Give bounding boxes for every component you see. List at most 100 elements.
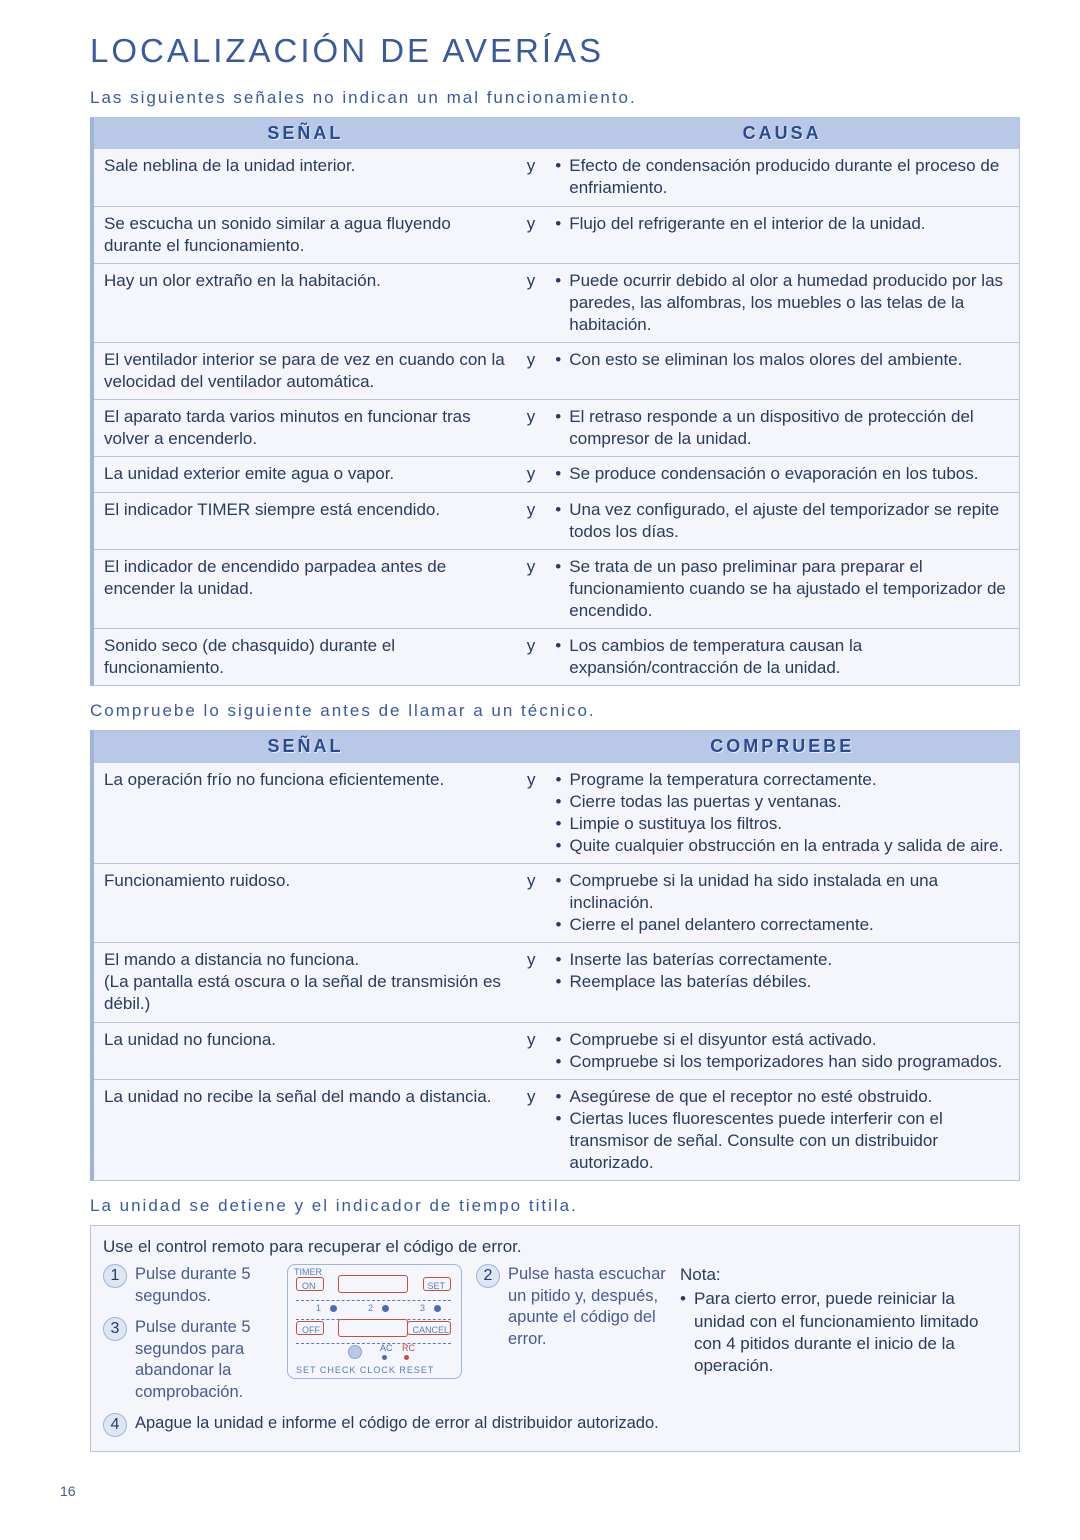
y-cell: y (517, 400, 546, 457)
step-number-3: 3 (103, 1317, 127, 1341)
section1-table: SEÑAL CAUSA Sale neblina de la unidad in… (94, 118, 1019, 685)
section1-header-left: SEÑAL (94, 118, 517, 149)
y-cell: y (517, 206, 546, 263)
cause-item: Una vez configurado, el ajuste del tempo… (555, 499, 1009, 543)
section3-subtitle: La unidad se detiene y el indicador de t… (90, 1195, 1020, 1217)
cause-item: Se produce condensación o evaporación en… (555, 463, 1009, 485)
signal-cell: La operación frío no funciona eficientem… (94, 763, 517, 864)
cause-item: Efecto de condensación producido durante… (555, 155, 1009, 199)
cause-cell: Inserte las baterías correctamente.Reemp… (545, 943, 1019, 1022)
cause-item: Puede ocurrir debido al olor a humedad p… (555, 270, 1009, 336)
remote-n3: 3 (420, 1303, 425, 1315)
table-row: Funcionamiento ruidoso.yCompruebe si la … (94, 864, 1019, 943)
signal-cell: La unidad exterior emite agua o vapor. (94, 457, 517, 492)
y-cell: y (517, 1022, 546, 1079)
signal-cell: El indicador de encendido parpadea antes… (94, 549, 517, 628)
note-item: Para cierto error, puede reiniciar la un… (680, 1288, 1007, 1376)
table-row: El aparato tarda varios minutos en funci… (94, 400, 1019, 457)
remote-bottom-label: SET CHECK CLOCK RESET (296, 1365, 434, 1377)
step-2: 2 Pulse hasta escuchar un pitido y, desp… (476, 1264, 666, 1350)
signal-cell: El indicador TIMER siempre está encendid… (94, 492, 517, 549)
note-title: Nota: (680, 1264, 1007, 1286)
section2-table: SEÑAL COMPRUEBE La operación frío no fun… (94, 731, 1019, 1180)
section2-header-mid (517, 731, 546, 762)
cause-cell: Efecto de condensación producido durante… (545, 149, 1019, 206)
signal-cell: Se escucha un sonido similar a agua fluy… (94, 206, 517, 263)
cause-item: Compruebe si los temporizadores han sido… (555, 1051, 1009, 1073)
signal-cell: Funcionamiento ruidoso. (94, 864, 517, 943)
remote-n1: 1 (316, 1303, 321, 1315)
note-list: Para cierto error, puede reiniciar la un… (680, 1288, 1007, 1376)
remote-n2: 2 (368, 1303, 373, 1315)
cause-item: Asegúrese de que el receptor no esté obs… (555, 1086, 1009, 1108)
table-row: Sonido seco (de chasquido) durante el fu… (94, 628, 1019, 685)
y-cell: y (517, 343, 546, 400)
signal-cell: La unidad no funciona. (94, 1022, 517, 1079)
cause-item: Se trata de un paso preliminar para prep… (555, 556, 1009, 622)
cause-cell: Puede ocurrir debido al olor a humedad p… (545, 263, 1019, 342)
table-row: Sale neblina de la unidad interior.yEfec… (94, 149, 1019, 206)
signal-cell: El mando a distancia no funciona. (La pa… (94, 943, 517, 1022)
section3-box: Use el control remoto para recuperar el … (90, 1225, 1020, 1452)
table-row: El ventilador interior se para de vez en… (94, 343, 1019, 400)
section2-box: SEÑAL COMPRUEBE La operación frío no fun… (90, 730, 1020, 1181)
cause-cell: Se trata de un paso preliminar para prep… (545, 549, 1019, 628)
cause-item: Con esto se eliminan los malos olores de… (555, 349, 1009, 371)
y-cell: y (517, 263, 546, 342)
cause-item: El retraso responde a un dispositivo de … (555, 406, 1009, 450)
cause-item: Los cambios de temperatura causan la exp… (555, 635, 1009, 679)
y-cell: y (517, 628, 546, 685)
cause-item: Flujo del refrigerante en el interior de… (555, 213, 1009, 235)
section2-header-left: SEÑAL (94, 731, 517, 762)
signal-cell: Hay un olor extraño en la habitación. (94, 263, 517, 342)
signal-cell: Sale neblina de la unidad interior. (94, 149, 517, 206)
signal-cell: El ventilador interior se para de vez en… (94, 343, 517, 400)
signal-cell: El aparato tarda varios minutos en funci… (94, 400, 517, 457)
y-cell: y (517, 763, 546, 864)
section1-header-mid (517, 118, 546, 149)
cause-cell: Asegúrese de que el receptor no esté obs… (545, 1079, 1019, 1180)
cause-item: Inserte las baterías correctamente. (555, 949, 1009, 971)
cause-cell: Con esto se eliminan los malos olores de… (545, 343, 1019, 400)
cause-item: Limpie o sustituya los filtros. (555, 813, 1009, 835)
step-1: 1 Pulse durante 5 segundos. (103, 1264, 273, 1307)
table-row: La unidad exterior emite agua o vapor.yS… (94, 457, 1019, 492)
section2-header-right: COMPRUEBE (545, 731, 1019, 762)
step-number-2: 2 (476, 1264, 500, 1288)
table-row: La operación frío no funciona eficientem… (94, 763, 1019, 864)
table-row: El indicador TIMER siempre está encendid… (94, 492, 1019, 549)
page-number: 16 (60, 1482, 1020, 1500)
cause-cell: Compruebe si el disyuntor está activado.… (545, 1022, 1019, 1079)
cause-item: Compruebe si el disyuntor está activado. (555, 1029, 1009, 1051)
cause-item: Compruebe si la unidad ha sido instalada… (555, 870, 1009, 914)
y-cell: y (517, 864, 546, 943)
cause-cell: Los cambios de temperatura causan la exp… (545, 628, 1019, 685)
remote-rc-label: RC (402, 1343, 415, 1355)
cause-cell: Se produce condensación o evaporación en… (545, 457, 1019, 492)
section1-box: SEÑAL CAUSA Sale neblina de la unidad in… (90, 117, 1020, 686)
cause-cell: Flujo del refrigerante en el interior de… (545, 206, 1019, 263)
cause-cell: Una vez configurado, el ajuste del tempo… (545, 492, 1019, 549)
cause-cell: El retraso responde a un dispositivo de … (545, 400, 1019, 457)
y-cell: y (517, 1079, 546, 1180)
step-number-1: 1 (103, 1264, 127, 1288)
table-row: Se escucha un sonido similar a agua fluy… (94, 206, 1019, 263)
cause-item: Programe la temperatura correctamente. (555, 769, 1009, 791)
y-cell: y (517, 549, 546, 628)
remote-diagram: TIMER ON SET 1 2 3 OFF CANCEL AC RC (287, 1264, 462, 1379)
y-cell: y (517, 492, 546, 549)
cause-item: Cierre todas las puertas y ventanas. (555, 791, 1009, 813)
cause-cell: Compruebe si la unidad ha sido instalada… (545, 864, 1019, 943)
cause-item: Cierre el panel delantero correctamente. (555, 914, 1009, 936)
step-number-4: 4 (103, 1413, 127, 1437)
page-title: LOCALIZACIÓN DE AVERÍAS (90, 30, 1020, 73)
y-cell: y (517, 943, 546, 1022)
y-cell: y (517, 457, 546, 492)
table-row: Hay un olor extraño en la habitación.yPu… (94, 263, 1019, 342)
signal-cell: Sonido seco (de chasquido) durante el fu… (94, 628, 517, 685)
table-row: El mando a distancia no funciona. (La pa… (94, 943, 1019, 1022)
section2-subtitle: Compruebe lo siguiente antes de llamar a… (90, 700, 1020, 722)
step-3-text: Pulse durante 5 segundos para abandonar … (135, 1317, 273, 1403)
table-row: La unidad no funciona.yCompruebe si el d… (94, 1022, 1019, 1079)
remote-ac-label: AC (380, 1343, 393, 1355)
